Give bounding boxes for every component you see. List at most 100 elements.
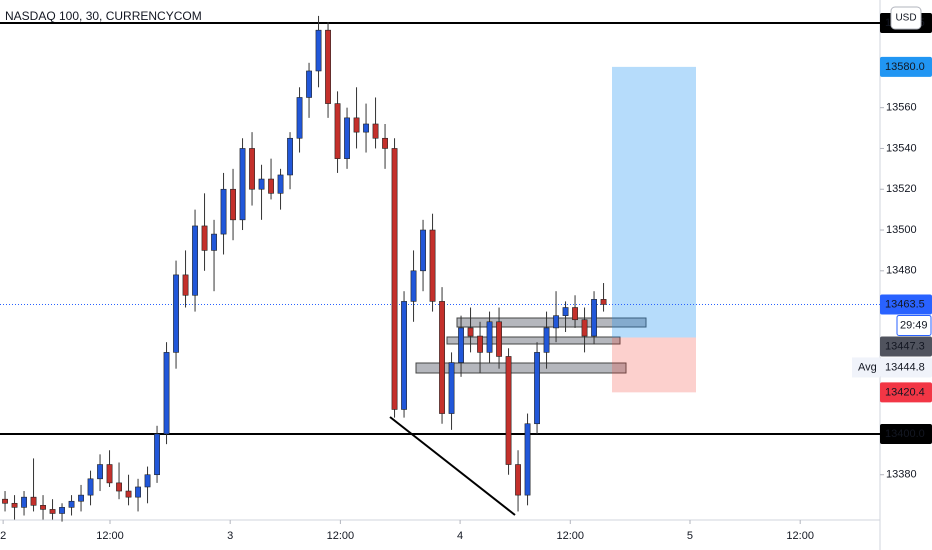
price-tag [880, 56, 932, 77]
price-tag [880, 294, 932, 315]
candle-body [306, 70, 312, 98]
candle-body [429, 229, 436, 302]
candle-body [116, 482, 122, 492]
candle-body [391, 148, 398, 410]
price-tag-label: 13400.0 [885, 428, 925, 440]
price-tag [880, 357, 932, 378]
price-tag-label: 13444.8 [885, 361, 925, 373]
x-tick-label: 12:00 [786, 530, 814, 542]
candle-body [154, 433, 160, 476]
gray-zone [415, 362, 627, 374]
candle-body [515, 464, 521, 496]
currency-button[interactable] [890, 6, 922, 30]
profit-zone [612, 66, 696, 338]
x-tick-label: 2 [0, 530, 6, 542]
avg-tag [852, 357, 880, 378]
x-tick-label: 12:00 [327, 530, 355, 542]
candle-body [410, 270, 417, 302]
candle-body [182, 274, 189, 296]
y-tick-label: 13380 [886, 469, 917, 481]
candle-body [562, 307, 569, 316]
price-tag-label: 29:49 [900, 319, 928, 331]
candle-body [496, 321, 502, 357]
price-tag-label: 13420.4 [885, 386, 925, 398]
y-tick-label: 13540 [886, 142, 917, 154]
candle-body [230, 188, 236, 221]
candle-body [268, 178, 274, 194]
candle-body [572, 307, 578, 321]
price-tag-label: 13580.0 [885, 61, 925, 73]
candle-body [68, 500, 75, 508]
candle-body [458, 327, 464, 363]
candle-body [296, 97, 303, 139]
candle-body [553, 315, 559, 329]
candle-body [534, 352, 540, 425]
candle-body [78, 494, 84, 502]
candle-body [49, 509, 56, 514]
loss-zone [612, 337, 696, 393]
candle-body [477, 335, 483, 353]
candle-body [467, 327, 474, 337]
candle-body [2, 498, 8, 504]
price-tag [880, 382, 932, 403]
candle-body [135, 486, 141, 498]
candle-body [600, 299, 607, 305]
y-tick-label: 13560 [886, 102, 917, 114]
candle-body [11, 502, 18, 508]
x-tick-label: 3 [227, 530, 233, 542]
candle-body [87, 478, 94, 496]
candle-body [334, 103, 341, 159]
currency-button-label[interactable]: USD [895, 13, 916, 24]
candle-body [344, 117, 350, 159]
candle-body [106, 464, 113, 484]
candle-body [30, 496, 37, 506]
gray-zone [456, 317, 647, 328]
price-tag-label: 13447.3 [885, 340, 925, 352]
candle-body [439, 301, 445, 414]
candle-body [581, 319, 588, 337]
candle-body [249, 148, 255, 190]
candle-body [239, 148, 246, 221]
candle-body [353, 117, 360, 133]
candle-body [315, 29, 322, 72]
candle-body [420, 229, 426, 272]
candle-body [382, 137, 388, 149]
candle-body [144, 474, 151, 488]
y-tick-label: 13520 [886, 183, 917, 195]
candle-body [173, 274, 179, 353]
candle-body [220, 188, 227, 235]
candle-body [192, 225, 198, 296]
candle-body [363, 123, 369, 133]
candle-body [40, 505, 46, 510]
candle-body [201, 225, 208, 251]
candle-body [277, 174, 284, 194]
candle-body [325, 29, 331, 104]
candle-body [543, 327, 550, 353]
x-tick-label: 12:00 [96, 530, 124, 542]
candle-body [258, 178, 265, 190]
price-tag [896, 314, 932, 336]
avg-label: Avg [858, 361, 877, 373]
candle-body [287, 137, 293, 176]
x-tick-label: 5 [687, 530, 693, 542]
candle-body [401, 301, 407, 410]
y-tick-label: 13480 [886, 265, 917, 277]
price-tag-label: 13463.5 [885, 298, 925, 310]
y-tick-label: 13500 [886, 224, 917, 236]
candle-body [524, 423, 531, 496]
candle-body [372, 123, 379, 139]
candle-body [211, 233, 217, 251]
candle-body [21, 496, 27, 508]
candle-body [505, 356, 512, 465]
price-tag [880, 423, 932, 444]
candle-body [97, 464, 103, 480]
x-tick-label: 12:00 [557, 530, 585, 542]
candle-body [59, 507, 65, 514]
x-tick-label: 4 [457, 530, 463, 542]
candle-body [163, 352, 170, 435]
gray-zone [446, 336, 621, 345]
candle-body [125, 490, 132, 498]
candle-body [486, 321, 493, 353]
